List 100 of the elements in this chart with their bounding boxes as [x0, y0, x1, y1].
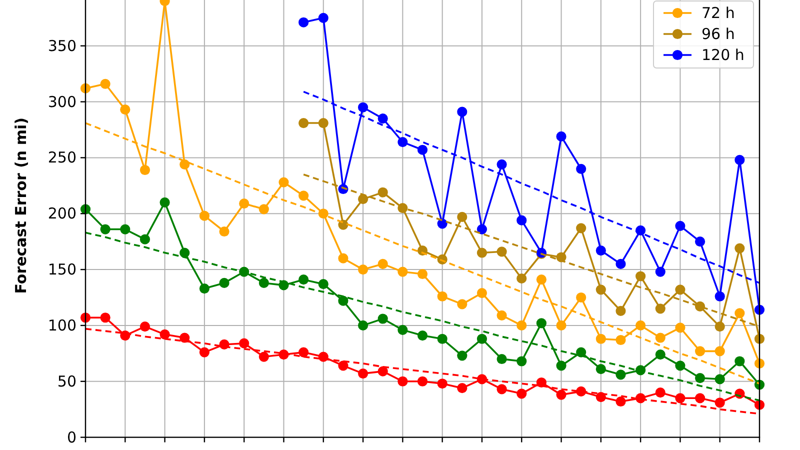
- y-tick-label: 0: [66, 428, 76, 446]
- point: [694, 346, 706, 356]
- point: [734, 243, 745, 254]
- point: [160, 197, 170, 208]
- legend-label: 96 h: [702, 25, 735, 43]
- point: [180, 248, 190, 258]
- point: [516, 320, 527, 330]
- y-tick-label: 300: [48, 92, 76, 111]
- y-axis-title: Forecast Error (n mi): [12, 118, 30, 294]
- point: [378, 187, 388, 198]
- point: [278, 177, 289, 188]
- point: [457, 212, 468, 222]
- point: [536, 377, 546, 388]
- y-tick-label: 150: [48, 260, 76, 279]
- point: [476, 248, 488, 258]
- point: [258, 352, 269, 362]
- point: [298, 274, 309, 285]
- point: [338, 253, 348, 264]
- point: [338, 296, 348, 306]
- point: [199, 284, 210, 294]
- point: [694, 372, 706, 384]
- point: [536, 274, 546, 285]
- point: [417, 144, 428, 155]
- point: [378, 258, 388, 269]
- y-tick-label: 250: [48, 148, 76, 167]
- point: [298, 347, 309, 358]
- y-tick-label: 50: [57, 372, 76, 390]
- point: [516, 273, 527, 284]
- point: [616, 370, 626, 380]
- point: [734, 308, 745, 318]
- point: [675, 284, 686, 295]
- point: [596, 245, 606, 256]
- point: [437, 291, 448, 302]
- point: [338, 360, 348, 371]
- point: [596, 364, 606, 374]
- point: [655, 350, 666, 360]
- point: [476, 334, 488, 344]
- point: [734, 356, 745, 366]
- point: [417, 376, 428, 386]
- point: [556, 390, 566, 400]
- point: [358, 102, 368, 112]
- point: [496, 159, 507, 170]
- point: [576, 223, 586, 234]
- point: [120, 224, 130, 234]
- y-tick-label: 100: [48, 316, 76, 334]
- point: [358, 320, 368, 330]
- point: [576, 164, 586, 174]
- point: [417, 330, 428, 341]
- point: [258, 204, 269, 214]
- point: [714, 398, 725, 408]
- point: [378, 314, 388, 324]
- point: [694, 236, 706, 247]
- point: [576, 292, 586, 303]
- point: [180, 159, 190, 170]
- point: [140, 322, 150, 332]
- point: [596, 392, 606, 402]
- point: [596, 284, 606, 295]
- point: [318, 12, 328, 23]
- point: [100, 312, 110, 323]
- point: [219, 278, 230, 288]
- point: [616, 334, 626, 346]
- point: [496, 246, 507, 257]
- point: [714, 291, 725, 302]
- point: [714, 374, 725, 384]
- point: [239, 198, 250, 209]
- point: [120, 104, 130, 115]
- point: [398, 137, 408, 148]
- point: [496, 354, 507, 364]
- point: [556, 320, 566, 330]
- point: [398, 324, 408, 335]
- point: [734, 154, 745, 165]
- point: [239, 338, 250, 348]
- point: [219, 226, 230, 237]
- point: [298, 118, 309, 128]
- point: [556, 360, 566, 371]
- point: [496, 384, 507, 394]
- point: [516, 356, 527, 366]
- point: [318, 279, 328, 290]
- point: [398, 376, 408, 386]
- point: [675, 220, 686, 231]
- point: [318, 118, 328, 128]
- point: [616, 258, 626, 269]
- point: [536, 318, 546, 328]
- point: [516, 388, 527, 399]
- point: [100, 224, 110, 234]
- point: [596, 334, 606, 344]
- point: [180, 332, 190, 343]
- point: [655, 388, 666, 398]
- point: [378, 114, 388, 124]
- point: [476, 288, 488, 298]
- point: [437, 218, 448, 229]
- point: [457, 299, 468, 310]
- point: [655, 332, 666, 343]
- point: [675, 360, 686, 371]
- point: [358, 264, 368, 275]
- y-tick-label: 200: [48, 204, 76, 223]
- point: [100, 78, 110, 89]
- point: [675, 393, 686, 404]
- point: [556, 131, 566, 142]
- point: [616, 306, 626, 316]
